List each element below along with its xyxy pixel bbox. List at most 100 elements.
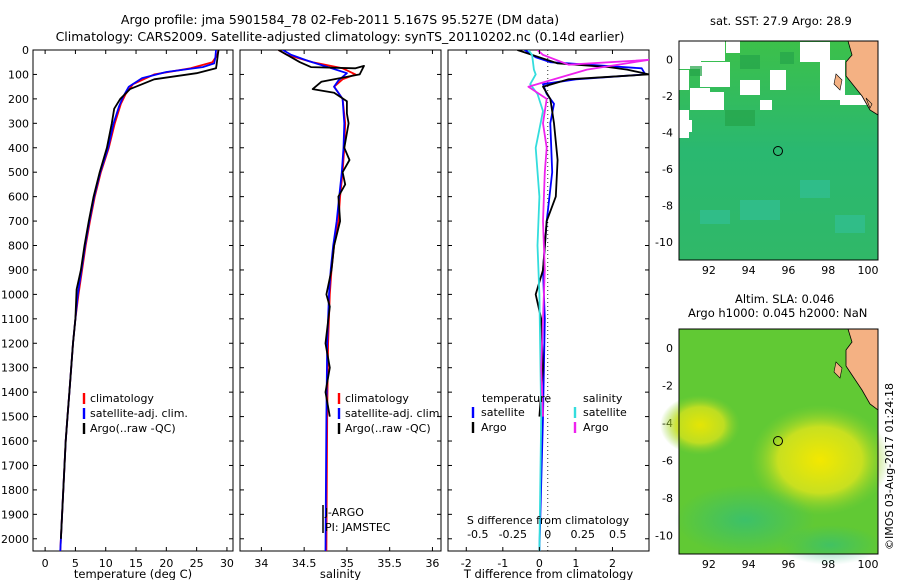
pressure-tick-label: 500 <box>8 166 29 179</box>
difference-series-s-argo <box>527 50 649 417</box>
diff-legend-label: Argo <box>583 421 609 434</box>
pressure-tick-label: 200 <box>8 93 29 106</box>
diff-s-tick-label: 0 <box>544 528 551 541</box>
pressure-tick-label: 0 <box>22 44 29 57</box>
temperature-xtick-label: 5 <box>72 557 79 570</box>
diff-s-tick-label: 0.25 <box>571 528 596 541</box>
pressure-tick-label: 400 <box>8 142 29 155</box>
sla-map <box>660 328 890 565</box>
sst-map-ytick-label: -2 <box>662 90 673 103</box>
sst-map-ytick-label: -8 <box>662 199 673 212</box>
sla-map-xtick-label: 92 <box>702 558 716 571</box>
temperature-xtick-label: 30 <box>220 557 234 570</box>
diff-s-tick-label: -0.25 <box>499 528 527 541</box>
difference-xtick-label: -2 <box>461 557 472 570</box>
sst-map-xtick-label: 94 <box>742 264 756 277</box>
sla-map-ytick-label: -2 <box>662 379 673 392</box>
diff-s-xlabel: S difference from climatology <box>467 514 630 527</box>
pressure-tick-label: 1000 <box>1 288 29 301</box>
temperature-series-argo-raw-qc- <box>60 50 220 539</box>
salinity-series-argo-raw-qc- <box>278 50 365 417</box>
salinity-xtick-label: 34 <box>254 557 268 570</box>
pressure-tick-label: 600 <box>8 191 29 204</box>
salinity-annotation-pi: PI: JAMSTEC <box>325 521 391 534</box>
salinity-legend-label: climatology <box>345 392 409 405</box>
sla-map-ytick-label: -6 <box>662 454 673 467</box>
sla-map-ytick-label: -10 <box>655 529 673 542</box>
pressure-tick-label: 1700 <box>1 459 29 472</box>
sla-map-xtick-label: 94 <box>742 558 756 571</box>
temperature-xtick-label: 10 <box>99 557 113 570</box>
salinity-xtick-label: 35 <box>340 557 354 570</box>
diff-legend-label: Argo <box>481 421 507 434</box>
temperature-xtick-label: 20 <box>159 557 173 570</box>
salinity-xtick-label: 35.5 <box>377 557 402 570</box>
pressure-tick-label: 900 <box>8 264 29 277</box>
temperature-xtick-label: 15 <box>129 557 143 570</box>
pressure-tick-label: 1200 <box>1 337 29 350</box>
sst-map <box>678 40 879 261</box>
pressure-tick-label: 1400 <box>1 386 29 399</box>
pressure-tick-label: 1100 <box>1 313 29 326</box>
sla-argo-marker <box>773 436 783 446</box>
salinity-panel <box>239 49 442 552</box>
difference-xtick-label: 2 <box>609 557 616 570</box>
sst-map-xtick-label: 100 <box>858 264 879 277</box>
salinity-xlabel: salinity <box>320 567 361 580</box>
diff-legend-label: satellite <box>583 406 627 419</box>
temperature-legend-label: climatology <box>90 392 154 405</box>
salinity-annotation-program: J-ARGO <box>324 506 364 519</box>
sst-map-xtick-label: 92 <box>702 264 716 277</box>
sst-argo-marker <box>773 146 783 156</box>
pressure-tick-label: 2000 <box>1 533 29 546</box>
temperature-xtick-label: 0 <box>42 557 49 570</box>
sla-map-title: Altim. SLA: 0.046 <box>735 292 835 306</box>
temperature-xlabel: temperature (deg C) <box>74 567 192 580</box>
difference-xtick-label: 1 <box>572 557 579 570</box>
diff-legend-salinity-title: salinity <box>583 392 623 405</box>
pressure-tick-label: 1500 <box>1 411 29 424</box>
salinity-xtick-label: 34.5 <box>292 557 317 570</box>
difference-xtick-label: 0 <box>536 557 543 570</box>
temperature-panel <box>32 49 234 552</box>
pressure-tick-label: 300 <box>8 117 29 130</box>
temperature-legend-label: Argo(..raw -QC) <box>90 422 176 435</box>
salinity-legend-label: Argo(..raw -QC) <box>345 422 431 435</box>
chart-title-line2: Climatology: CARS2009. Satellite-adjuste… <box>55 29 625 44</box>
pressure-tick-label: 700 <box>8 215 29 228</box>
salinity-xtick-label: 36 <box>425 557 439 570</box>
sla-map-subtitle: Argo h1000: 0.045 h2000: NaN <box>688 306 868 320</box>
pressure-tick-label: 800 <box>8 240 29 253</box>
sla-map-xtick-label: 100 <box>858 558 879 571</box>
pressure-tick-label: 100 <box>8 68 29 81</box>
difference-panel <box>447 49 650 552</box>
difference-series-s-satellite <box>527 50 544 551</box>
sst-map-ytick-label: -6 <box>662 163 673 176</box>
temperature-xtick-label: 25 <box>190 557 204 570</box>
sst-map-ytick-label: -4 <box>662 126 673 139</box>
sla-map-xtick-label: 96 <box>781 558 795 571</box>
sla-map-ytick-label: -8 <box>662 492 673 505</box>
sst-map-title: sat. SST: 27.9 Argo: 28.9 <box>710 14 852 28</box>
difference-series-t-argo <box>517 50 649 417</box>
pressure-tick-label: 1600 <box>1 435 29 448</box>
chart-title-line1: Argo profile: jma 5901584_78 02-Feb-2011… <box>120 12 560 27</box>
salinity-legend-label: satellite-adj. clim. <box>345 407 443 420</box>
sst-map-ytick-label: -10 <box>655 236 673 249</box>
pressure-tick-label: 1800 <box>1 484 29 497</box>
diff-s-tick-label: 0.5 <box>609 528 627 541</box>
sst-map-xtick-label: 96 <box>781 264 795 277</box>
sst-missing-data <box>679 41 870 138</box>
pressure-tick-label: 1900 <box>1 508 29 521</box>
difference-xlabel: T difference from climatology <box>463 567 634 580</box>
diff-legend-temperature-title: temperature <box>482 392 551 405</box>
diff-legend-label: satellite <box>481 406 525 419</box>
diff-s-tick-label: -0.5 <box>467 528 488 541</box>
pressure-tick-label: 1300 <box>1 362 29 375</box>
footer-credit: ©IMOS 03-Aug-2017 01:24:18 <box>883 383 896 550</box>
sla-map-ytick-label: 0 <box>666 342 673 355</box>
sst-map-ytick-label: 0 <box>666 53 673 66</box>
difference-xtick-label: -1 <box>497 557 508 570</box>
sst-map-xtick-label: 98 <box>821 264 835 277</box>
